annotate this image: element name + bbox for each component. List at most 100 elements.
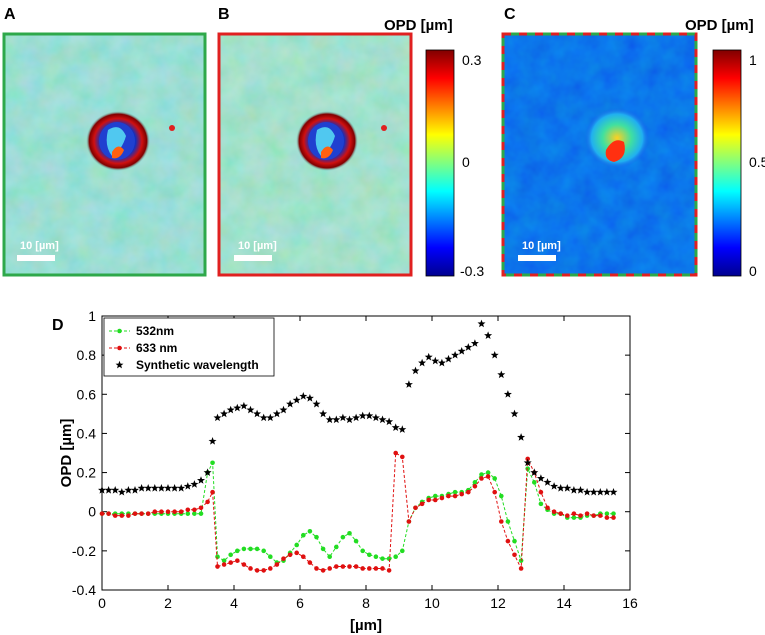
y-tick-label: 0.4	[77, 425, 97, 441]
data-point	[268, 566, 273, 571]
data-point	[532, 480, 537, 485]
data-point-star	[177, 484, 186, 492]
data-point-star	[589, 487, 598, 496]
data-point	[611, 511, 616, 516]
x-tick-label: 0	[98, 595, 106, 611]
panel-a-border	[2, 32, 207, 277]
colorbar-ab-tick-bottom: -0.3	[460, 263, 484, 279]
panel-c-image	[501, 32, 698, 277]
y-tick-label: -0.4	[72, 582, 96, 598]
colorbar-ab-tick-top: 0.3	[462, 52, 482, 68]
data-point	[261, 548, 267, 554]
data-point	[518, 566, 524, 571]
panel-c-scale-label: 10 [µm]	[522, 240, 561, 252]
data-point	[172, 509, 177, 515]
panel-b-scale-label: 10 [µm]	[238, 240, 277, 252]
data-point-star	[150, 484, 159, 492]
data-point	[499, 519, 504, 524]
panel-a-letter: A	[4, 6, 16, 23]
data-point-star	[190, 480, 199, 488]
colorbar-c-tick-bottom: 0	[749, 263, 757, 279]
data-point	[314, 566, 319, 571]
axis-ticks: 0 2 4 6 8 10 12 14 16 -0.4 -0.2 0 0.2 0.4 0.6 0.8 1	[72, 308, 638, 611]
data-point	[499, 493, 504, 499]
data-point-star	[517, 433, 526, 441]
data-point	[565, 513, 570, 518]
data-point	[210, 489, 215, 495]
data-point-star	[272, 409, 281, 418]
data-point	[320, 568, 326, 573]
panel-c-letter: C	[504, 6, 516, 23]
x-tick-label: 12	[490, 595, 506, 611]
data-point-star	[543, 478, 552, 486]
data-point	[248, 546, 253, 552]
data-point-star	[451, 350, 460, 359]
data-point-star	[431, 356, 440, 365]
data-point-star	[358, 411, 367, 420]
legend-marker	[117, 328, 122, 334]
data-point-star	[117, 487, 126, 496]
data-point-star	[144, 484, 153, 492]
series-2	[98, 319, 618, 496]
data-point-star	[239, 401, 248, 410]
data-point	[215, 564, 220, 569]
data-point	[380, 566, 385, 571]
data-point-star	[170, 484, 179, 492]
data-point	[367, 552, 372, 558]
data-point	[571, 511, 577, 516]
data-point-star	[444, 354, 453, 363]
y-axis-label: OPD [µm]	[58, 419, 75, 488]
data-point	[185, 507, 191, 513]
panel-b-letter: B	[218, 6, 230, 23]
data-point	[347, 564, 352, 569]
data-point	[380, 556, 385, 561]
data-point	[485, 474, 491, 479]
data-point	[578, 513, 583, 518]
data-point	[248, 566, 253, 571]
data-point	[525, 466, 530, 471]
data-point	[334, 564, 339, 569]
data-point-star	[137, 484, 146, 492]
data-point	[353, 538, 359, 544]
data-point-star	[404, 380, 413, 388]
colorbar-c-title: OPD [µm]	[685, 17, 754, 34]
panel-d-letter: D	[52, 317, 64, 334]
data-point-star	[253, 409, 262, 418]
data-point	[604, 511, 610, 516]
data-point	[228, 560, 233, 565]
data-point-star	[556, 484, 565, 492]
data-point	[327, 554, 333, 560]
data-point-star	[203, 468, 212, 476]
data-point-star	[345, 415, 354, 424]
data-point	[373, 554, 379, 560]
data-point-star	[510, 409, 519, 418]
data-point	[287, 552, 293, 558]
y-tick-label: 1	[88, 308, 96, 324]
data-point	[254, 568, 260, 573]
data-point	[241, 562, 247, 567]
colorbar-c-tick-mid: 0.5	[749, 154, 765, 170]
data-point-star	[385, 417, 394, 426]
data-point	[393, 450, 399, 456]
data-point	[426, 497, 432, 503]
x-tick-label: 6	[296, 595, 304, 611]
data-point-star	[124, 485, 133, 494]
data-point	[538, 489, 544, 495]
data-point	[314, 534, 319, 540]
data-point-star	[279, 405, 288, 414]
panel-b-scale-bar: 10 [µm]	[234, 240, 277, 261]
data-point-star	[338, 413, 347, 422]
data-point	[132, 511, 138, 516]
data-point	[545, 505, 550, 511]
data-point	[106, 511, 111, 516]
data-point-star	[477, 319, 486, 328]
data-point	[294, 542, 300, 548]
y-tick-label: 0.6	[77, 386, 97, 402]
data-point	[505, 538, 511, 544]
data-point	[215, 554, 220, 560]
legend-item: Synthetic wavelength	[115, 358, 259, 372]
data-point	[185, 511, 191, 516]
panel-b-border	[217, 32, 413, 277]
data-point	[433, 493, 438, 499]
